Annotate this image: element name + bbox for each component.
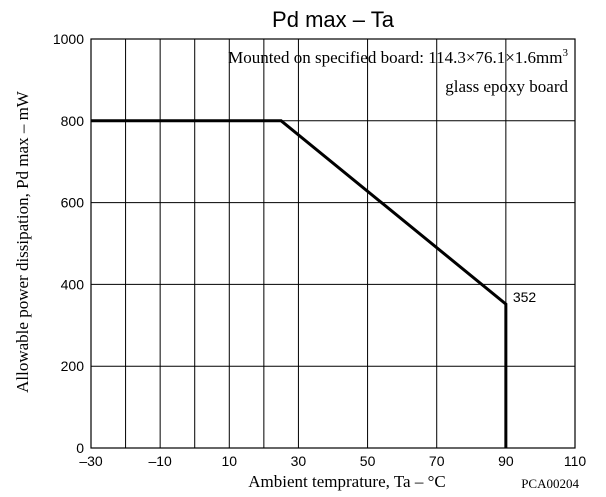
annotations: 352 (513, 289, 537, 305)
y-tick-labels: 0 200 400 600 800 1000 (53, 31, 84, 456)
y-tick-label: 1000 (53, 31, 84, 47)
x-tick-label: 10 (221, 453, 237, 469)
x-tick-labels: –30 –10 10 30 50 70 90 110 (79, 453, 586, 469)
figure-code: PCA00204 (521, 476, 579, 491)
y-axis-label: Allowable power dissipation, Pd max – mW (13, 90, 32, 393)
y-tick-label: 600 (61, 195, 85, 211)
x-tick-label: 30 (291, 453, 307, 469)
x-tick-label: 70 (429, 453, 445, 469)
y-tick-label: 200 (61, 358, 85, 374)
x-tick-label: 50 (360, 453, 376, 469)
board-note-superscript: 3 (563, 47, 569, 59)
x-axis-label: Ambient temprature, Ta – °C (248, 472, 445, 491)
chart-title: Pd max – Ta (272, 7, 395, 32)
grid-lines (90, 38, 576, 449)
x-tick-label: 90 (498, 453, 514, 469)
series-line (91, 119, 508, 448)
board-note-line2: glass epoxy board (445, 77, 568, 96)
y-tick-label: 0 (76, 440, 84, 456)
x-tick-label: 110 (564, 453, 587, 469)
board-note-main: Mounted on specified board: 114.3×76.1×1… (228, 48, 562, 67)
x-tick-label: –30 (79, 453, 103, 469)
plot-frame (90, 38, 576, 449)
board-note-line1: Mounted on specified board: 114.3×76.1×1… (228, 47, 568, 67)
y-tick-label: 400 (61, 276, 85, 292)
x-tick-label: –10 (148, 453, 172, 469)
value-annotation: 352 (513, 289, 537, 305)
y-tick-label: 800 (61, 113, 85, 129)
